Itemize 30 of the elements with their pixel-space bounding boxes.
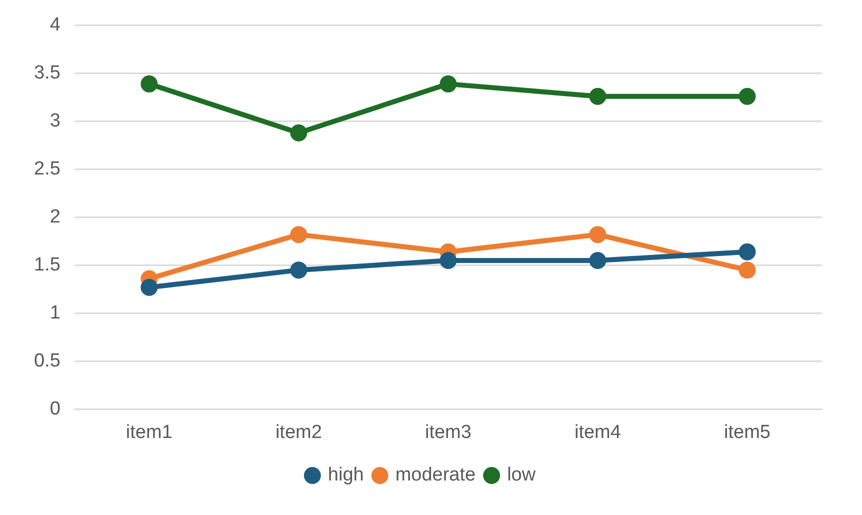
legend-label: low [507, 464, 536, 486]
legend-label: high [328, 464, 364, 486]
y-tick-label: 2.5 [34, 158, 60, 180]
point [440, 75, 457, 92]
x-tick-label: item2 [275, 422, 322, 443]
point [290, 226, 308, 244]
point [290, 262, 308, 279]
point [738, 262, 756, 279]
point [290, 124, 308, 142]
point [440, 252, 457, 269]
y-tick-label: 4 [50, 14, 61, 36]
x-tick-label: item4 [574, 422, 622, 443]
y-tick-label: 0 [50, 398, 60, 420]
y-tick-label: 1.5 [34, 254, 60, 276]
x-tick-label: item1 [126, 422, 172, 443]
y-tick-label: 2 [50, 206, 60, 228]
y-tick-label: 3 [50, 110, 60, 132]
y-tick-label: 1 [50, 302, 60, 324]
legend-label: moderate [395, 464, 476, 486]
x-tick-label: item5 [724, 422, 770, 443]
point [589, 226, 606, 244]
point [140, 75, 158, 92]
point [140, 278, 158, 296]
y-tick-label: 0.5 [34, 350, 60, 372]
x-tick-label: item3 [424, 422, 472, 443]
point [738, 88, 756, 105]
point [738, 243, 756, 260]
y-tick-label: 3.5 [34, 62, 60, 84]
point [589, 252, 606, 269]
point [589, 88, 606, 105]
